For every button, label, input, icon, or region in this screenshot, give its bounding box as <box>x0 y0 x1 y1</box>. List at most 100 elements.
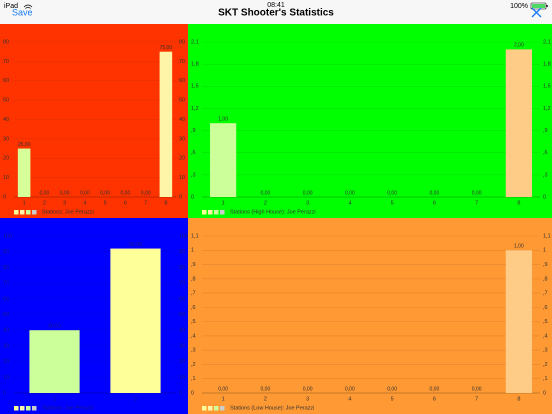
y-tick-label: 50 <box>3 98 9 104</box>
x-tick-label: 5 <box>391 200 394 206</box>
y2-tick-label: 1,5 <box>543 84 551 90</box>
x-tick-label: 2 <box>264 200 267 206</box>
y-tick-label: ,9 <box>191 128 196 134</box>
value-label: 25,00 <box>18 142 31 148</box>
battery-text: 100% <box>510 3 528 10</box>
y2-tick-label: ,5 <box>543 319 548 325</box>
y-tick-label: ,4 <box>191 333 196 339</box>
y2-tick-label: 20 <box>179 156 185 162</box>
y2-tick-label: 30 <box>179 343 185 349</box>
value-label: 0,00 <box>141 190 151 196</box>
y-tick-label: ,2 <box>191 362 196 368</box>
y-tick-label: ,1 <box>191 376 196 382</box>
y2-tick-label: ,7 <box>543 291 548 297</box>
x-tick-label: 7 <box>475 200 478 206</box>
value-label: 0,00 <box>80 190 90 196</box>
y2-tick-label: ,3 <box>543 172 548 178</box>
x-tick-label: 8 <box>164 200 167 206</box>
value-label: 0,00 <box>60 190 70 196</box>
value-label: 0,00 <box>261 190 271 196</box>
value-label: 0,00 <box>472 386 482 392</box>
legend-swatch <box>214 210 219 215</box>
value-label: 75,00 <box>160 45 173 51</box>
legend-swatch <box>202 210 207 215</box>
x-tick-label: 2 <box>264 396 267 402</box>
value-label: 92,00 <box>129 242 142 248</box>
wifi-icon <box>23 4 33 9</box>
y2-tick-label: 2,1 <box>543 39 551 45</box>
y-tick-label: ,7 <box>191 291 196 297</box>
y2-tick-label: 40 <box>179 328 185 334</box>
y2-tick-label: 100 <box>179 233 188 239</box>
value-label: 0,00 <box>121 190 131 196</box>
legend-swatch <box>20 406 25 411</box>
value-label: 0,00 <box>218 386 228 392</box>
y-tick-label: 80 <box>3 265 9 271</box>
y2-tick-label: 0 <box>543 194 546 200</box>
y-tick-label: 80 <box>3 39 9 45</box>
value-label: 0,00 <box>303 386 313 392</box>
y2-tick-label: 1,1 <box>543 233 551 239</box>
panel-background <box>0 24 188 218</box>
close-button[interactable] <box>531 7 542 18</box>
y2-tick-label: 10 <box>179 175 185 181</box>
y2-tick-label: 1,8 <box>543 62 551 68</box>
y2-tick-label: 0 <box>543 390 546 396</box>
value-label: 0,00 <box>100 190 110 196</box>
y2-tick-label: 80 <box>179 265 185 271</box>
x-tick-label: 6 <box>433 396 436 402</box>
save-button[interactable]: Save <box>12 7 33 17</box>
value-label: 2,00 <box>514 43 524 49</box>
legend-label: Stations (Low House): Joe Perazzi <box>230 405 314 411</box>
legend-swatch <box>220 406 225 411</box>
y-tick-label: 10 <box>3 375 9 381</box>
y2-tick-label: 60 <box>179 78 185 84</box>
legend-label: Stations: Joe Perazzi <box>42 405 94 411</box>
legend-swatch <box>26 210 31 215</box>
x-tick-label: 6 <box>124 200 127 206</box>
legend-swatch <box>20 210 25 215</box>
clock: 08:41 <box>267 2 285 9</box>
bar <box>159 51 173 197</box>
legend-swatch <box>32 210 37 215</box>
x-tick-label: 3 <box>306 200 309 206</box>
y-tick-label: ,9 <box>191 262 196 268</box>
y-tick-label: 30 <box>3 136 9 142</box>
x-tick-label: 6 <box>433 200 436 206</box>
legend-swatch <box>214 406 219 411</box>
x-tick-label: 4 <box>83 200 86 206</box>
y-tick-label: 70 <box>3 59 9 65</box>
y2-tick-label: 1 <box>543 248 546 254</box>
y-tick-label: 90 <box>3 249 9 255</box>
y2-tick-label: ,3 <box>543 348 548 354</box>
y2-tick-label: 60 <box>179 296 185 302</box>
x-tick-label: 5 <box>391 396 394 402</box>
x-tick-label: 4 <box>348 200 351 206</box>
y-tick-label: 60 <box>3 296 9 302</box>
y-tick-label: 1,2 <box>191 106 199 112</box>
y-tick-label: 10 <box>3 175 9 181</box>
y-tick-label: 0 <box>3 390 6 396</box>
y-tick-label: 20 <box>3 156 9 162</box>
value-label: 0,00 <box>345 386 355 392</box>
bar <box>110 248 161 393</box>
value-label: 0,00 <box>430 386 440 392</box>
y-tick-label: ,6 <box>191 305 196 311</box>
y2-tick-label: ,1 <box>543 376 548 382</box>
y-tick-label: 0 <box>191 194 194 200</box>
bar <box>210 123 237 197</box>
y2-tick-label: 90 <box>179 249 185 255</box>
y2-tick-label: 20 <box>179 359 185 365</box>
y2-tick-label: 40 <box>179 117 185 123</box>
legend-swatch <box>208 210 213 215</box>
value-label: 0,00 <box>387 386 397 392</box>
x-tick-label: 8 <box>517 396 520 402</box>
y2-tick-label: 70 <box>179 281 185 287</box>
legend-swatch <box>14 210 19 215</box>
y-tick-label: 60 <box>3 78 9 84</box>
legend-swatch <box>32 406 37 411</box>
device-name: iPad <box>4 3 18 10</box>
value-label: 0,00 <box>387 190 397 196</box>
x-tick-label: 3 <box>63 200 66 206</box>
battery-icon <box>530 2 548 10</box>
